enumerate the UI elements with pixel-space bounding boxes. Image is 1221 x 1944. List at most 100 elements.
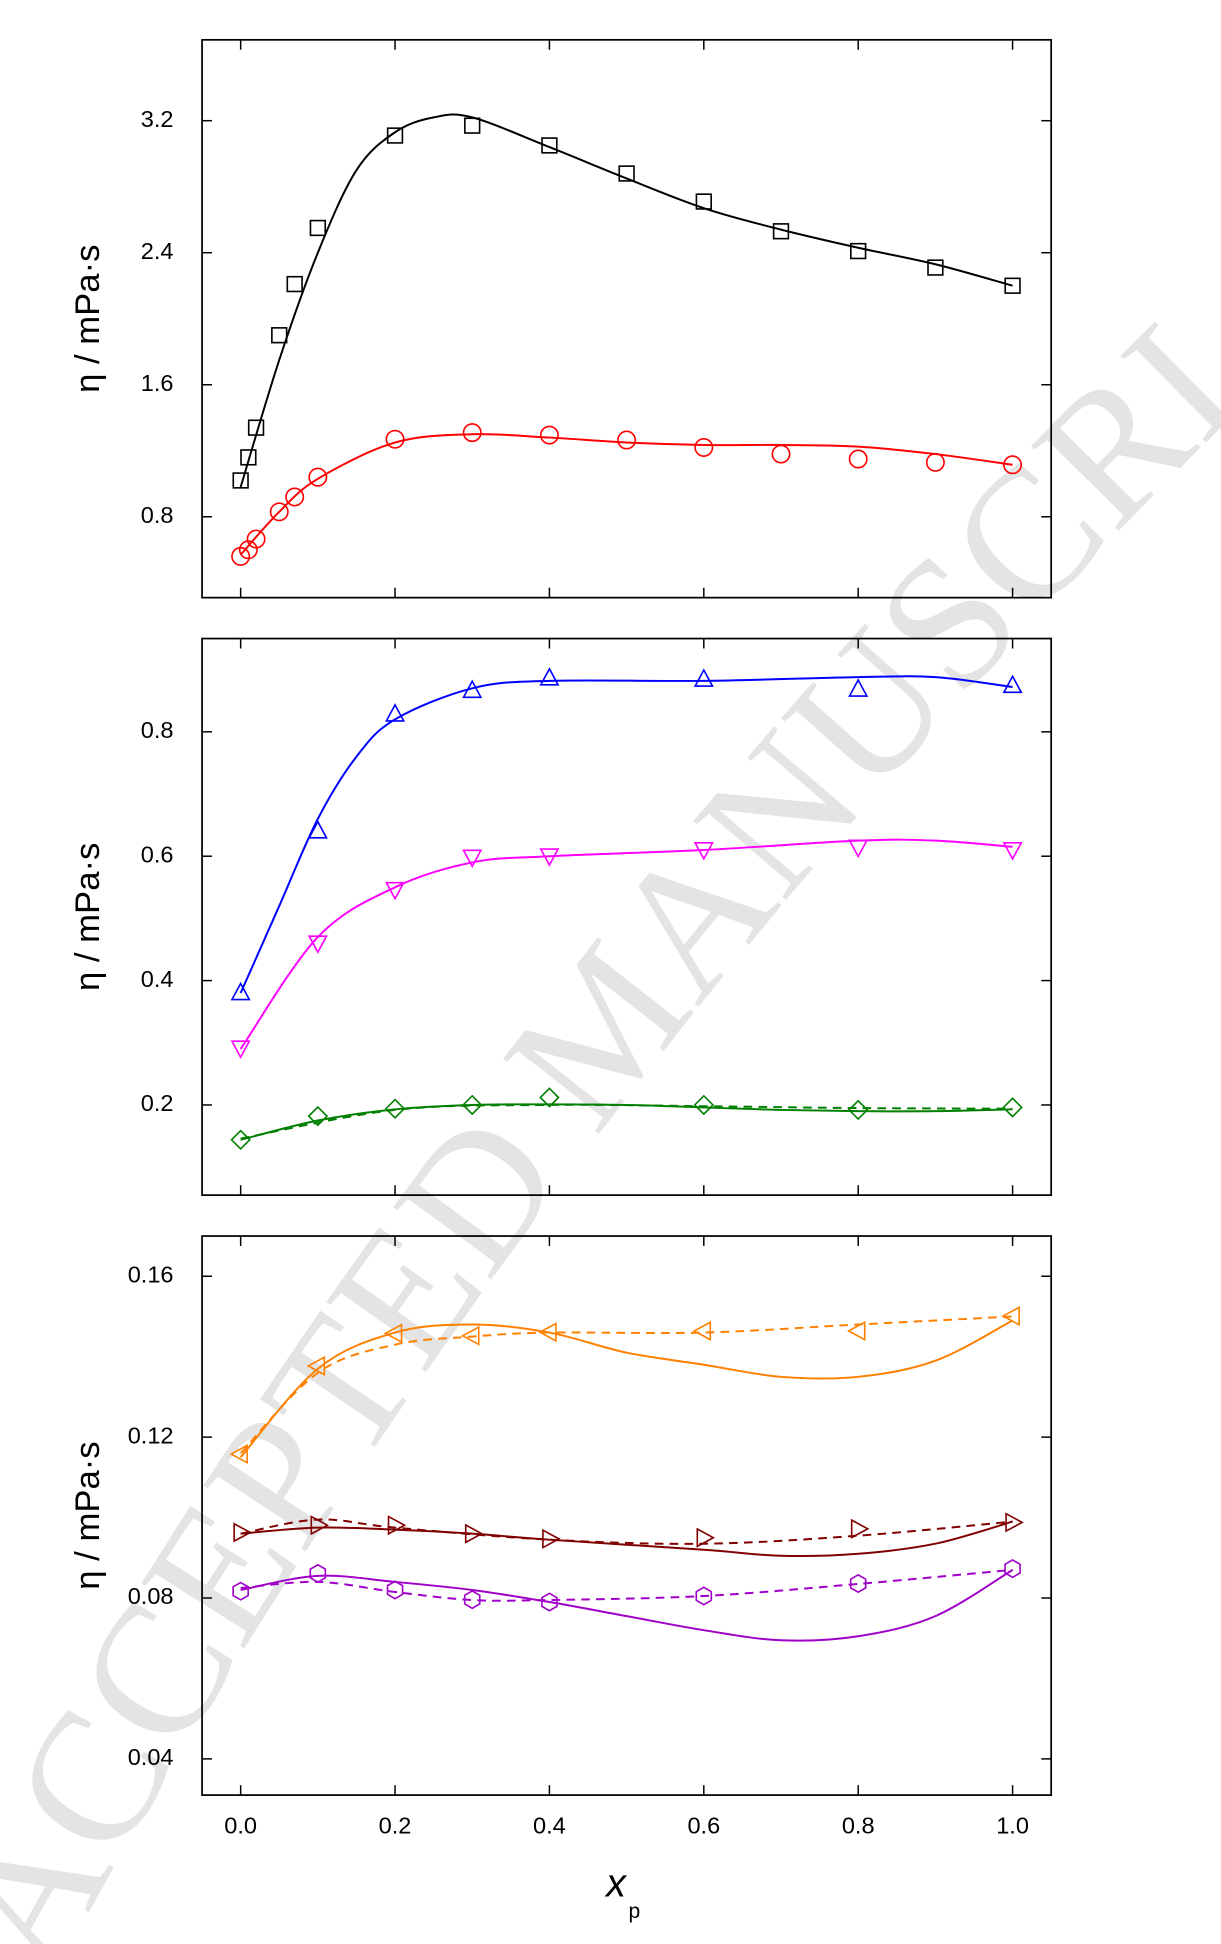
marker <box>541 1592 558 1612</box>
plot-frame <box>201 38 1053 599</box>
marker <box>539 1087 560 1108</box>
marker <box>1002 674 1023 694</box>
marker <box>848 449 868 469</box>
y-tick-label: 0.6 <box>141 841 174 867</box>
plot-area <box>230 667 1023 1151</box>
marker <box>233 1522 252 1543</box>
y-tick-label: 0.08 <box>128 1583 174 1609</box>
marker <box>286 275 303 293</box>
marker <box>462 679 483 699</box>
marker <box>692 1320 712 1341</box>
marker <box>1002 842 1023 861</box>
fit-line <box>240 1518 1013 1545</box>
marker <box>848 839 869 859</box>
marker <box>850 1518 870 1539</box>
marker <box>1004 1559 1021 1579</box>
x-tick-label: 0.6 <box>687 1813 720 1839</box>
marker <box>384 1098 406 1119</box>
marker <box>772 223 790 240</box>
y-tick-label: 0.16 <box>128 1261 174 1287</box>
marker <box>231 546 251 566</box>
marker <box>695 1586 713 1606</box>
marker <box>1004 277 1021 294</box>
marker <box>308 467 328 487</box>
y-tick-label: 0.04 <box>128 1744 174 1770</box>
marker <box>387 1515 407 1536</box>
marker <box>230 981 251 1001</box>
fit-line <box>239 1315 1013 1454</box>
marker <box>539 425 559 445</box>
marker <box>385 429 405 449</box>
marker <box>927 259 944 276</box>
marker <box>247 419 265 436</box>
marker <box>462 849 483 869</box>
x-axis-label: x <box>604 1862 627 1906</box>
marker <box>461 1094 483 1116</box>
marker <box>269 502 289 522</box>
x-tick-label: 0.8 <box>842 1813 875 1839</box>
marker <box>232 1581 249 1601</box>
marker <box>539 667 560 686</box>
x-tick-label: 0.4 <box>533 1813 566 1839</box>
y-axis-label: η / mPa·s <box>69 245 107 393</box>
marker <box>230 1129 251 1151</box>
marker <box>771 444 791 464</box>
plot-frame <box>201 1235 1053 1796</box>
plot-area <box>229 1306 1024 1642</box>
marker <box>230 1040 251 1059</box>
marker <box>464 117 481 134</box>
plot-area <box>231 113 1023 566</box>
marker <box>386 1580 404 1600</box>
y-axis-label: η / mPa·s <box>69 843 107 991</box>
marker <box>1003 455 1023 475</box>
marker <box>240 449 257 466</box>
fit-line <box>239 1319 1014 1458</box>
marker <box>307 935 328 954</box>
marker <box>539 848 560 867</box>
marker <box>307 820 328 839</box>
marker <box>310 1515 330 1536</box>
marker <box>850 242 867 260</box>
marker <box>1002 1097 1023 1118</box>
marker <box>309 219 327 237</box>
fit-line <box>240 1103 1013 1140</box>
y-tick-label: 0.12 <box>128 1422 174 1448</box>
y-tick-label: 3.2 <box>141 106 174 132</box>
marker <box>285 487 305 507</box>
fit-line <box>239 675 1013 994</box>
marker <box>696 1527 716 1548</box>
marker <box>695 193 712 210</box>
y-tick-label: 0.4 <box>141 966 174 992</box>
x-tick-label: 1.0 <box>996 1813 1029 1839</box>
marker <box>538 1322 557 1343</box>
marker <box>541 137 558 154</box>
marker <box>464 1523 484 1544</box>
fit-line <box>239 433 1013 556</box>
y-tick-label: 2.4 <box>141 238 174 264</box>
fit-line <box>240 1568 1013 1602</box>
marker <box>925 452 945 472</box>
marker <box>306 1355 326 1376</box>
y-tick-label: 0.8 <box>141 502 174 528</box>
marker <box>847 1099 869 1121</box>
marker <box>271 327 288 344</box>
marker <box>693 668 714 687</box>
y-tick-label: 0.2 <box>141 1090 174 1116</box>
marker <box>462 423 482 443</box>
marker <box>618 165 635 182</box>
marker <box>383 1323 403 1344</box>
marker <box>1005 1512 1024 1533</box>
marker <box>385 703 406 722</box>
plot-frame <box>201 637 1053 1196</box>
marker <box>386 127 404 144</box>
marker <box>385 881 406 901</box>
marker <box>542 1528 561 1549</box>
marker <box>460 1325 480 1346</box>
y-tick-label: 0.8 <box>141 717 174 743</box>
marker <box>1001 1306 1020 1327</box>
x-axis-label-subscript: p <box>628 1900 640 1923</box>
marker <box>617 430 637 450</box>
